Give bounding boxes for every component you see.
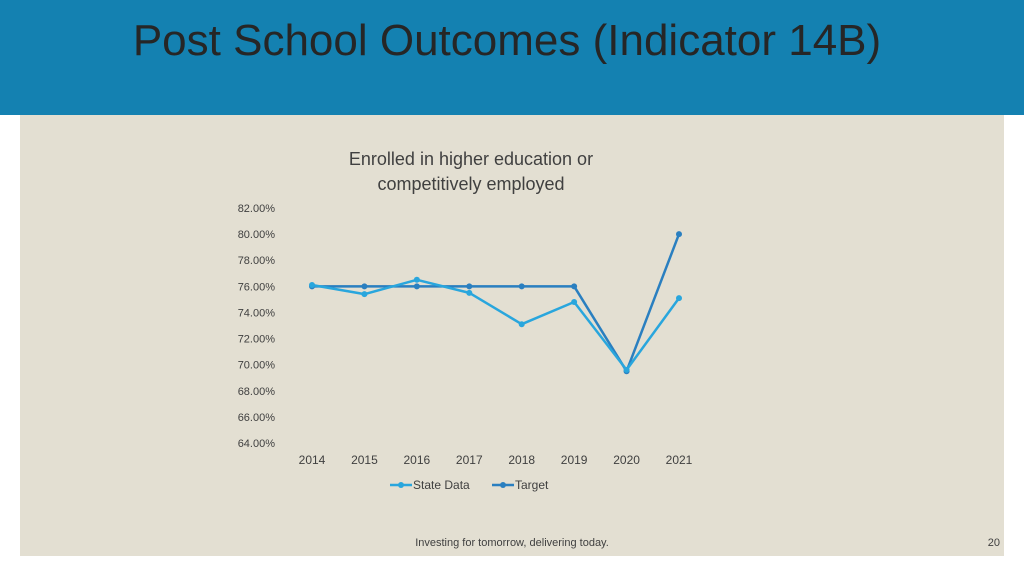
- target-point: [676, 231, 682, 238]
- footer-tagline: Investing for tomorrow, delivering today…: [415, 537, 609, 549]
- state-data-point: [571, 299, 578, 305]
- x-tick-label: 2020: [613, 453, 640, 467]
- y-tick-label: 74.00%: [238, 307, 276, 319]
- slide-title: Post School Outcomes (Indicator 14B): [132, 16, 882, 65]
- target-line: [312, 233, 681, 373]
- state-data-line: [311, 278, 681, 372]
- y-tick-label: 70.00%: [238, 360, 276, 372]
- state-data-point: [361, 291, 368, 298]
- series-layer: [309, 231, 682, 375]
- state-data-point: [676, 295, 682, 302]
- x-tick-label: 2015: [351, 453, 378, 467]
- legend-target-label: Target: [515, 478, 549, 492]
- header-band: [0, 0, 1024, 115]
- chart-title-line-1: Enrolled in higher education or: [349, 149, 593, 169]
- legend: State Data Target: [390, 478, 549, 492]
- legend-target-swatch-marker: [500, 482, 506, 488]
- y-tick-label: 82.00%: [238, 203, 276, 215]
- x-axis-labels: 2014 2015 2016 2017 2018 2019 2020 2021: [299, 453, 693, 467]
- chart-title-line-2: competitively employed: [377, 174, 564, 194]
- x-tick-label: 2021: [666, 453, 693, 467]
- y-tick-label: 72.00%: [238, 334, 276, 346]
- y-tick-label: 66.00%: [238, 412, 276, 424]
- state-data-point: [518, 321, 525, 328]
- state-data-point: [623, 366, 630, 373]
- content-panel: [20, 115, 1004, 556]
- x-tick-label: 2017: [456, 453, 483, 467]
- target-point: [413, 283, 420, 290]
- x-tick-label: 2019: [561, 453, 588, 467]
- y-tick-label: 78.00%: [238, 255, 276, 267]
- y-tick-label: 80.00%: [238, 229, 276, 241]
- y-tick-label: 68.00%: [238, 386, 276, 398]
- x-tick-label: 2016: [404, 453, 431, 467]
- page-number: 20: [987, 537, 1000, 549]
- y-tick-label: 76.00%: [238, 281, 276, 293]
- target-point: [518, 283, 525, 290]
- x-tick-label: 2014: [299, 453, 326, 467]
- target-point: [571, 283, 578, 290]
- legend-state-data-label: State Data: [413, 478, 470, 492]
- state-data-point: [309, 282, 315, 289]
- x-tick-label: 2018: [508, 453, 535, 467]
- legend-state-data-swatch-marker: [398, 482, 404, 488]
- target-point: [466, 283, 473, 290]
- y-axis-labels: 82.00% 80.00% 78.00% 76.00% 74.00% 72.00% 70.0…: [238, 203, 276, 450]
- state-data-point: [466, 289, 473, 296]
- y-tick-label: 64.00%: [238, 438, 276, 450]
- target-point: [361, 283, 368, 290]
- state-data-point: [413, 276, 420, 283]
